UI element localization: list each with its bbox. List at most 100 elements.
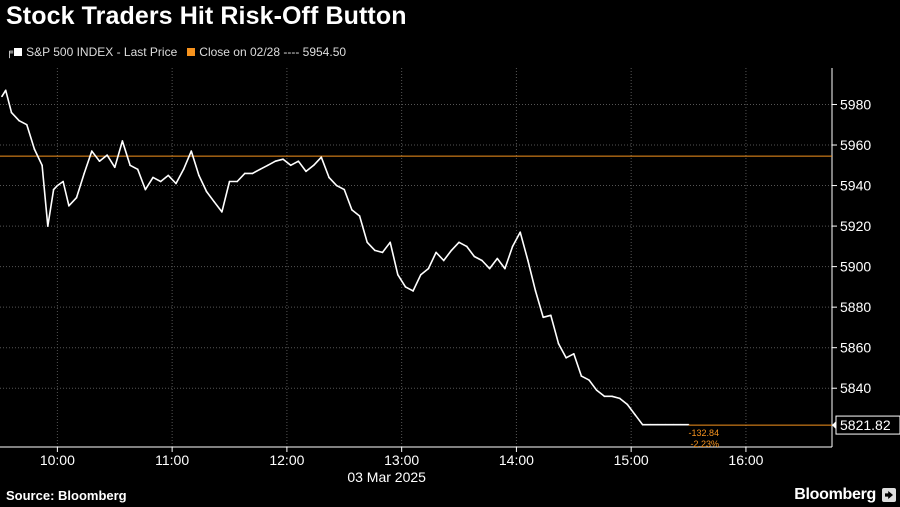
price-point	[244, 172, 246, 175]
price-line	[1, 89, 689, 426]
price-point	[527, 259, 529, 262]
price-point	[328, 176, 330, 179]
price-point	[358, 215, 361, 217]
price-point	[98, 160, 101, 163]
price-point	[221, 211, 223, 213]
y-tick-label: 5940	[840, 178, 871, 194]
price-point	[41, 164, 43, 167]
price-point	[603, 395, 606, 398]
price-point	[381, 251, 384, 254]
series-group	[0, 89, 832, 426]
change-pct-label: -2.23%	[691, 439, 720, 449]
tick-labels: 5840 5860 5880 5900 5920 5940 5960 5980 10:00 11:…	[40, 96, 900, 485]
price-point	[129, 164, 131, 167]
bloomberg-terminal-icon	[882, 488, 896, 502]
price-point	[473, 255, 476, 258]
price-point	[236, 180, 238, 183]
price-point	[435, 251, 437, 254]
price-point	[496, 257, 499, 260]
x-tick-label: 15:00	[614, 452, 649, 468]
price-point	[320, 156, 323, 158]
price-point	[228, 180, 231, 183]
price-point	[680, 423, 682, 426]
source-note: Source: Bloomberg	[6, 488, 127, 503]
price-point	[412, 290, 414, 292]
x-tick-label: 10:00	[40, 452, 75, 468]
price-point	[152, 176, 154, 179]
price-point	[351, 209, 353, 211]
price-point	[182, 168, 185, 171]
price-point	[565, 357, 567, 359]
price-point	[4, 89, 7, 92]
y-tick-label: 5880	[840, 299, 871, 315]
grid	[0, 68, 832, 447]
price-point	[519, 231, 522, 233]
price-point	[289, 164, 292, 167]
price-point	[404, 286, 407, 288]
price-point	[634, 413, 636, 416]
y-tick-label: 5920	[840, 218, 871, 234]
price-point	[68, 205, 70, 207]
price-point	[618, 397, 621, 400]
price-point	[511, 245, 514, 248]
price-point	[167, 174, 170, 177]
price-point	[190, 150, 193, 152]
price-point	[343, 188, 346, 191]
price-point	[481, 259, 483, 262]
price-point	[588, 379, 590, 381]
price-point	[251, 172, 254, 175]
legend-series: ╒ S&P 500 INDEX - Last Price	[6, 45, 177, 59]
price-point	[580, 375, 583, 377]
price-point	[10, 111, 13, 114]
legend-marker-icon: ╒	[6, 46, 14, 58]
price-point	[175, 182, 177, 185]
price-point	[91, 150, 93, 152]
x-tick-label: 13:00	[384, 452, 419, 468]
x-tick-label: 16:00	[728, 452, 763, 468]
y-tick-label: 5840	[840, 380, 871, 396]
price-point	[312, 164, 315, 167]
price-point	[297, 160, 300, 163]
price-point	[52, 188, 55, 191]
price-point	[136, 168, 139, 171]
price-point	[205, 190, 208, 193]
x-tick-label: 14:00	[499, 452, 534, 468]
price-point	[450, 249, 453, 252]
price-point	[664, 423, 667, 426]
legend-reference-label: Close on 02/28 ---- 5954.50	[199, 45, 347, 59]
price-point	[542, 316, 544, 319]
y-tick-label: 5960	[840, 137, 871, 153]
price-point	[641, 423, 644, 426]
price-point	[397, 273, 399, 276]
price-point	[534, 290, 537, 292]
price-point	[259, 168, 261, 171]
price-point	[266, 164, 269, 167]
price-point	[419, 273, 422, 276]
legend-reference-swatch	[187, 48, 196, 56]
price-point	[626, 403, 629, 406]
price-point	[198, 174, 200, 177]
legend-series-swatch	[14, 48, 23, 56]
x-axis-label: 03 Mar 2025	[347, 469, 426, 485]
legend-series-label: S&P 500 INDEX - Last Price	[26, 45, 178, 59]
price-point	[1, 95, 3, 98]
price-point	[504, 267, 506, 270]
x-tick-label: 12:00	[269, 452, 304, 468]
price-point	[611, 395, 613, 398]
price-point	[113, 166, 116, 169]
y-tick-label: 5900	[840, 259, 871, 275]
price-point	[106, 154, 108, 156]
change-points-label: -132.84	[689, 428, 720, 438]
price-point	[442, 259, 445, 262]
price-point	[649, 423, 652, 426]
price-point	[33, 148, 36, 150]
price-point	[672, 423, 675, 426]
price-point	[335, 184, 338, 187]
price-point	[550, 314, 552, 317]
price-point	[18, 119, 20, 122]
legend: ╒ S&P 500 INDEX - Last Price Close on 02…	[6, 44, 356, 60]
axes	[0, 68, 837, 452]
price-point	[159, 180, 162, 183]
price-point	[47, 225, 49, 227]
